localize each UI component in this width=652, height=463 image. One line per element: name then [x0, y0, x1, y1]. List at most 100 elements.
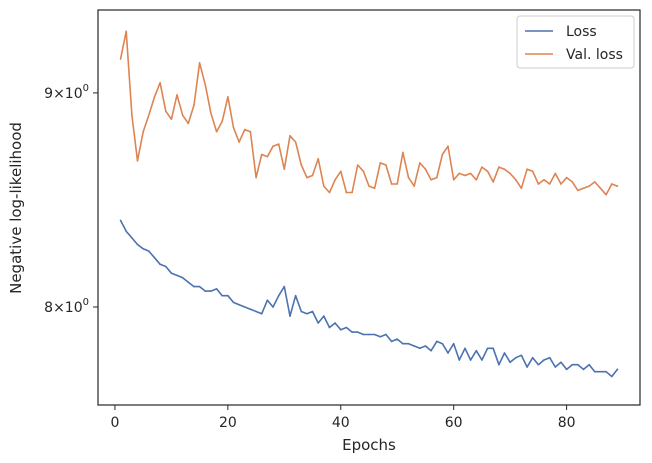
data-point-loss	[486, 347, 489, 350]
data-point-loss	[181, 276, 184, 279]
data-point-val-loss	[560, 183, 562, 185]
data-point-loss	[159, 263, 161, 266]
data-point-loss	[396, 338, 399, 340]
data-point-val-loss	[441, 153, 444, 156]
data-point-loss	[605, 370, 607, 373]
data-point-val-loss	[306, 176, 308, 179]
data-point-loss	[176, 274, 178, 277]
data-point-val-loss	[458, 172, 461, 175]
data-point-val-loss	[294, 141, 297, 143]
data-point-loss	[119, 219, 122, 222]
legend-box	[516, 15, 635, 69]
data-point-val-loss	[599, 187, 602, 190]
data-point-loss	[148, 250, 150, 252]
y-tick-label: 9×100	[44, 83, 89, 102]
data-point-loss	[419, 347, 421, 350]
data-point-loss	[306, 313, 308, 315]
data-point-val-loss	[187, 122, 190, 125]
data-point-loss	[402, 342, 404, 345]
data-point-loss	[266, 299, 269, 302]
data-point-val-loss	[170, 118, 173, 121]
data-point-loss	[571, 363, 574, 366]
x-tick-label: 80	[558, 415, 576, 431]
data-point-val-loss	[283, 168, 286, 170]
plot-area-border	[97, 9, 641, 406]
data-point-loss	[464, 347, 466, 350]
data-point-loss	[153, 256, 156, 259]
data-point-val-loss	[289, 135, 291, 137]
data-point-loss	[594, 370, 596, 373]
data-point-loss	[255, 310, 257, 313]
data-point-loss	[311, 310, 314, 313]
x-tick-label: 40	[332, 415, 350, 431]
data-point-val-loss	[210, 112, 212, 114]
data-point-val-loss	[475, 179, 478, 181]
data-point-loss	[187, 281, 190, 284]
data-point-val-loss	[605, 193, 607, 196]
data-point-val-loss	[277, 143, 280, 145]
data-point-loss	[328, 326, 331, 329]
data-point-loss	[430, 349, 432, 352]
data-point-val-loss	[328, 191, 331, 194]
data-point-loss	[390, 340, 393, 343]
data-point-val-loss	[611, 183, 613, 185]
data-point-val-loss	[351, 191, 353, 194]
data-point-val-loss	[407, 176, 410, 179]
data-point-val-loss	[125, 30, 127, 33]
legend-label-loss: Loss	[566, 24, 597, 40]
data-point-val-loss	[486, 170, 489, 173]
data-point-loss	[221, 294, 223, 297]
data-point-val-loss	[238, 141, 240, 143]
data-point-loss	[424, 345, 427, 347]
data-point-loss	[531, 356, 534, 359]
series-line-loss	[119, 219, 619, 378]
data-point-loss	[238, 303, 240, 306]
data-point-loss	[441, 342, 444, 345]
data-point-loss	[356, 331, 359, 333]
data-point-loss	[193, 285, 195, 288]
data-point-val-loss	[266, 155, 269, 158]
data-point-val-loss	[452, 179, 455, 181]
data-point-loss	[283, 285, 286, 288]
data-point-val-loss	[204, 84, 207, 86]
data-point-val-loss	[396, 183, 399, 185]
data-point-val-loss	[227, 96, 229, 98]
data-point-loss	[232, 301, 235, 304]
data-point-val-loss	[373, 187, 376, 190]
data-point-val-loss	[131, 114, 133, 117]
data-point-loss	[294, 294, 297, 297]
data-point-val-loss	[311, 174, 314, 177]
data-point-loss	[498, 363, 500, 366]
data-point-loss	[351, 331, 353, 333]
data-point-loss	[334, 322, 336, 324]
data-point-loss	[436, 340, 438, 343]
data-point-loss	[548, 356, 551, 359]
data-point-val-loss	[165, 110, 167, 112]
data-point-val-loss	[594, 181, 596, 183]
data-point-val-loss	[424, 168, 427, 170]
data-point-val-loss	[142, 130, 144, 133]
data-point-loss	[458, 359, 461, 361]
data-point-val-loss	[317, 157, 320, 160]
data-point-loss	[560, 361, 562, 364]
data-point-val-loss	[345, 191, 348, 194]
data-point-loss	[588, 363, 590, 366]
data-point-loss	[373, 333, 376, 336]
data-point-val-loss	[577, 189, 579, 192]
data-point-loss	[475, 349, 478, 352]
data-point-loss	[125, 230, 127, 233]
data-point-val-loss	[255, 176, 257, 179]
x-tick-label: 0	[110, 415, 119, 431]
series-points-val-loss	[119, 30, 619, 196]
data-point-val-loss	[436, 176, 438, 179]
data-point-val-loss	[159, 82, 161, 84]
data-point-loss	[227, 294, 229, 297]
legend-label-val-loss: Val. loss	[566, 47, 623, 63]
data-point-loss	[362, 333, 365, 336]
data-point-loss	[469, 359, 472, 361]
data-point-loss	[509, 361, 511, 364]
data-point-loss	[537, 363, 540, 366]
data-point-val-loss	[249, 130, 252, 133]
data-point-val-loss	[340, 170, 342, 173]
